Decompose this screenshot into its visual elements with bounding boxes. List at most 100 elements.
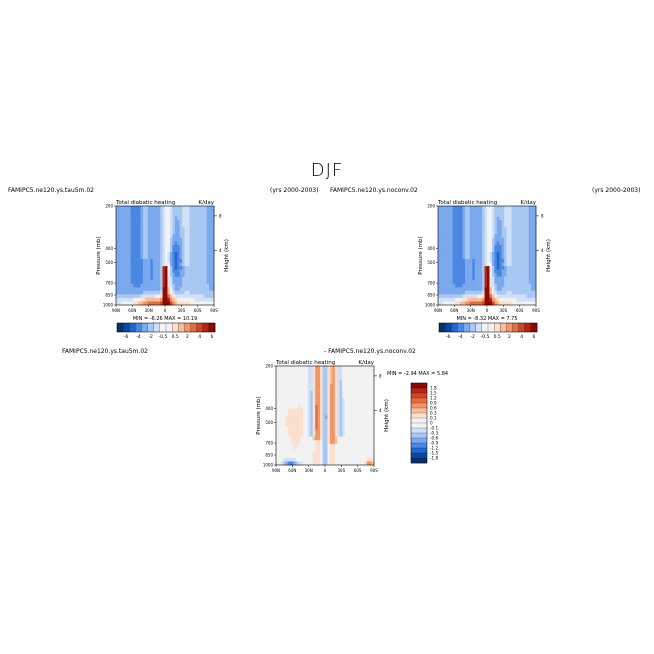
panel3-heatmap-cell <box>344 411 348 416</box>
panel1-heatmap-cell <box>204 273 207 278</box>
panel3-heatmap-cell <box>369 373 372 377</box>
panel2-heatmap-cell <box>511 227 515 232</box>
panel2-heatmap-cell <box>467 251 471 256</box>
panel2-heatmap-cell <box>455 223 458 228</box>
panel2-heatmap-cell <box>509 244 512 249</box>
panel1-heatmap-cell <box>196 227 200 232</box>
panel3-heatmap-cell <box>312 397 316 402</box>
panel2-heatmap-cell <box>523 220 527 224</box>
panel3-heatmap-cell <box>307 394 311 399</box>
panel3-heatmap-cell <box>369 411 372 416</box>
panel3-heatmap-cell <box>280 383 284 388</box>
panel3-heatmap-cell <box>285 426 289 430</box>
panel3-heatmap-cell <box>354 461 358 466</box>
panel3-heatmap-cell <box>283 383 287 388</box>
panel2-heatmap-cell <box>445 280 449 285</box>
panel3-heatmap-cell <box>320 380 323 384</box>
panel1-colorbar-swatch <box>159 322 167 333</box>
panel1-heatmap-cell <box>172 251 176 256</box>
panel1-heatmap-cell <box>133 290 136 295</box>
panel2-heatmap-cell <box>501 241 505 246</box>
panel3-heatmap-cell <box>334 383 338 388</box>
panel1-x-tick-label: 90N <box>112 308 120 313</box>
panel3-heatmap-cell <box>354 366 358 370</box>
panel1-heatmap-cell <box>125 297 129 302</box>
panel3-heatmap-cell <box>315 397 318 402</box>
panel1-heatmap-cell <box>206 244 210 249</box>
panel1-heatmap-cell <box>169 280 173 285</box>
panel2-heatmap-cell <box>504 276 507 281</box>
panel1-heatmap-cell <box>206 213 210 217</box>
panel2-heatmap-cell <box>506 280 510 285</box>
panel1-heatmap-cell <box>142 248 146 253</box>
panel2-heatmap-cell <box>445 287 449 292</box>
panel3-heatmap-cell <box>300 383 304 388</box>
panel3-heatmap-cell <box>312 408 316 413</box>
panel3-heatmap-cell <box>364 380 367 384</box>
panel2-heatmap-cell <box>479 269 483 274</box>
panel1-heatmap-cell <box>211 248 215 253</box>
panel2-heatmap-cell <box>474 283 478 288</box>
panel2-colorbar-label: -6 <box>446 334 451 340</box>
panel1-heatmap-cell <box>152 206 156 210</box>
panel2-heatmap-cell <box>518 301 522 306</box>
panel3-heatmap-cell <box>295 394 299 399</box>
panel1-heatmap-cell <box>194 262 198 267</box>
panel3-heatmap-cell <box>320 366 323 370</box>
panel1-heatmap-cell <box>201 269 205 274</box>
panel1-x-tick-label: 0 <box>164 308 167 313</box>
panel3-heatmap-cell <box>349 394 353 399</box>
panel1-heatmap-cell <box>120 273 124 278</box>
panel3-heatmap-cell <box>369 397 372 402</box>
panel1-heatmap-cell <box>184 269 188 274</box>
panel1-heatmap-cell <box>165 276 168 281</box>
panel2-heatmap-cell <box>472 216 476 221</box>
panel3-heatmap-cell <box>361 390 365 395</box>
panel2-heatmap-cell <box>518 213 522 217</box>
panel2-heatmap-cell <box>484 262 488 267</box>
panel3-heatmap-cell <box>315 415 318 420</box>
panel1-heatmap-cell <box>130 269 134 274</box>
panel3-heatmap-cell <box>354 390 358 395</box>
panel1-heatmap-cell <box>125 262 129 267</box>
panel2-heatmap-cell <box>499 290 502 295</box>
panel1-heatmap-cell <box>145 206 149 210</box>
panel3-heatmap-cell <box>369 433 372 438</box>
panel3-colorbar-swatch <box>410 392 428 399</box>
panel3-heatmap-cell <box>305 422 309 427</box>
panel1-heatmap-cell <box>165 269 168 274</box>
panel2-heatmap-cell <box>479 283 483 288</box>
panel2-heatmap-cell <box>452 290 456 295</box>
panel2-stats-label: MIN = -8.32 MAX = 7.75 <box>456 316 517 322</box>
panel3-heatmap-cell <box>351 433 355 438</box>
panel1-heatmap-cell <box>174 206 178 210</box>
panel3-heatmap-cell <box>342 461 345 466</box>
panel2-heatmap-cell <box>450 262 453 267</box>
panel2-heatmap-cell <box>489 280 493 285</box>
panel1-heatmap-cell <box>174 269 178 274</box>
panel2-heatmap-cell <box>521 287 525 292</box>
panel1-heatmap-cell <box>187 209 190 214</box>
panel2-heatmap-cell <box>467 220 471 224</box>
panel1-heatmap-cell <box>155 283 158 288</box>
panel3-heatmap-cell <box>302 394 306 399</box>
panel3-heatmap-cell <box>371 373 375 377</box>
panel2-heatmap-cell <box>445 290 449 295</box>
panel3-heatmap-cell <box>371 383 375 388</box>
panel1-heatmap-cell <box>209 290 212 295</box>
panel1-heatmap-cell <box>140 262 144 267</box>
panel2-heatmap-cell <box>489 251 493 256</box>
panel2-heatmap-cell <box>472 269 476 274</box>
panel1-heatmap-cell <box>172 290 176 295</box>
panel2-heatmap-cell <box>440 223 444 228</box>
panel2-heatmap-cell <box>511 259 515 263</box>
panel1-heatmap-cell <box>138 290 141 295</box>
panel2-colorbar-swatch <box>500 322 507 333</box>
panel3-heatmap-cell <box>364 408 367 413</box>
panel1-heatmap-cell <box>130 216 134 221</box>
panel2-heatmap-cell <box>491 223 495 228</box>
panel2-heatmap-cell <box>521 259 525 263</box>
panel1-heatmap-cell <box>201 273 205 278</box>
panel2-heatmap-cell <box>489 276 493 281</box>
panel2-heatmap-cell <box>516 227 520 232</box>
